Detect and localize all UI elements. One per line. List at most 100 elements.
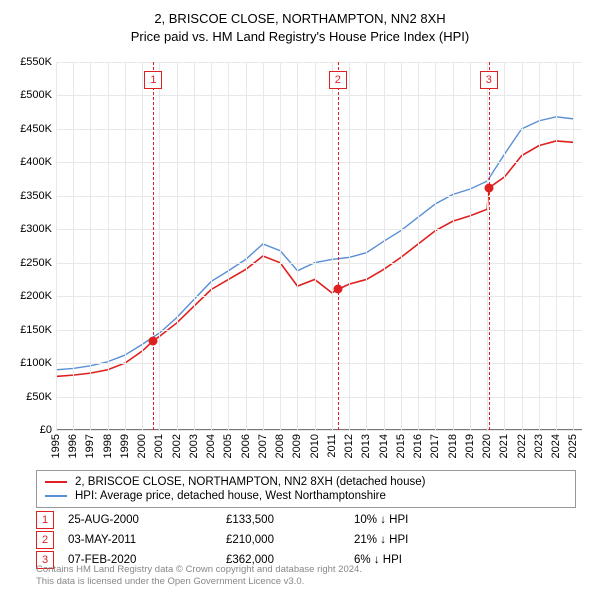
gridline-v [246,62,247,430]
table-price: £210,000 [226,534,346,546]
y-axis-label: £550K [20,56,52,68]
gridline-v [297,62,298,430]
marker-line [489,62,490,430]
marker-box: 2 [329,71,347,89]
marker-box: 3 [480,71,498,89]
marker-line [153,62,154,430]
gridline-v [384,62,385,430]
gridline-v [90,62,91,430]
x-axis-label: 2002 [171,434,183,458]
gridline-v [263,62,264,430]
x-axis-label: 2012 [343,434,355,458]
gridline-v [125,62,126,430]
x-axis-label: 2025 [567,434,579,458]
x-axis-label: 1996 [67,434,79,458]
gridline-h [56,430,582,431]
table-delta: 21% ↓ HPI [354,534,474,546]
gridline-h [56,330,582,331]
gridline-h [56,162,582,163]
gridline-h [56,229,582,230]
x-axis-label: 1995 [50,434,62,458]
table-price: £133,500 [226,514,346,526]
marker-dot [484,183,493,192]
x-axis-label: 2007 [257,434,269,458]
gridline-v [539,62,540,430]
table-date: 25-AUG-2000 [68,514,218,526]
gridline-h [56,296,582,297]
x-axis-label: 2010 [309,434,321,458]
plot-area: £0£50K£100K£150K£200K£250K£300K£350K£400… [56,62,582,430]
gridline-h [56,363,582,364]
gridline-v [349,62,350,430]
y-axis-label: £150K [20,324,52,336]
x-axis-label: 2019 [464,434,476,458]
gridline-v [418,62,419,430]
gridline-v [522,62,523,430]
legend-row: 2, BRISCOE CLOSE, NORTHAMPTON, NN2 8XH (… [45,475,567,489]
y-axis-label: £250K [20,257,52,269]
gridline-v [142,62,143,430]
table-marker-id: 1 [36,511,54,529]
y-axis-label: £500K [20,89,52,101]
gridline-v [401,62,402,430]
marker-dot [333,285,342,294]
x-axis-label: 2024 [550,434,562,458]
gridline-v [211,62,212,430]
legend: 2, BRISCOE CLOSE, NORTHAMPTON, NN2 8XH (… [36,470,576,508]
x-axis-label: 2011 [326,434,338,458]
gridline-v [56,62,57,430]
legend-swatch [45,495,67,497]
y-axis-label: £350K [20,190,52,202]
x-axis-label: 2005 [222,434,234,458]
y-axis-label: £300K [20,223,52,235]
footer-line-1: Contains HM Land Registry data © Crown c… [36,564,362,576]
gridline-v [280,62,281,430]
gridline-v [366,62,367,430]
gridline-v [470,62,471,430]
table-delta: 10% ↓ HPI [354,514,474,526]
y-axis-label: £450K [20,123,52,135]
x-axis-label: 1997 [84,434,96,458]
gridline-h [56,62,582,63]
x-axis-label: 2008 [274,434,286,458]
x-axis-label: 2014 [378,434,390,458]
x-axis-label: 2006 [240,434,252,458]
x-axis-label: 2015 [395,434,407,458]
x-axis-label: 2017 [429,434,441,458]
legend-row: HPI: Average price, detached house, West… [45,489,567,503]
gridline-v [315,62,316,430]
y-axis-label: £50K [26,391,52,403]
gridline-v [177,62,178,430]
y-axis-label: £400K [20,156,52,168]
gridline-h [56,397,582,398]
x-axis-label: 2001 [153,434,165,458]
footer-attribution: Contains HM Land Registry data © Crown c… [36,564,362,588]
gridline-v [435,62,436,430]
table-row: 203-MAY-2011£210,00021% ↓ HPI [36,530,576,550]
x-axis-label: 1998 [102,434,114,458]
gridline-v [573,62,574,430]
gridline-v [332,62,333,430]
x-axis-label: 2013 [360,434,372,458]
transaction-table: 125-AUG-2000£133,50010% ↓ HPI203-MAY-201… [36,510,576,570]
gridline-v [228,62,229,430]
series-svg [56,62,582,430]
gridline-h [56,95,582,96]
marker-line [338,62,339,430]
marker-box: 1 [144,71,162,89]
x-axis-label: 2000 [136,434,148,458]
legend-label: HPI: Average price, detached house, West… [75,490,386,502]
gridline-v [504,62,505,430]
x-axis-label: 2003 [188,434,200,458]
title-line-2: Price paid vs. HM Land Registry's House … [0,28,600,46]
table-delta: 6% ↓ HPI [354,554,474,566]
gridline-h [56,263,582,264]
gridline-h [56,196,582,197]
footer-line-2: This data is licensed under the Open Gov… [36,576,362,588]
gridline-v [556,62,557,430]
x-axis-label: 2009 [291,434,303,458]
x-axis-label: 2004 [205,434,217,458]
x-axis-label: 2020 [481,434,493,458]
y-axis-label: £100K [20,357,52,369]
gridline-v [108,62,109,430]
